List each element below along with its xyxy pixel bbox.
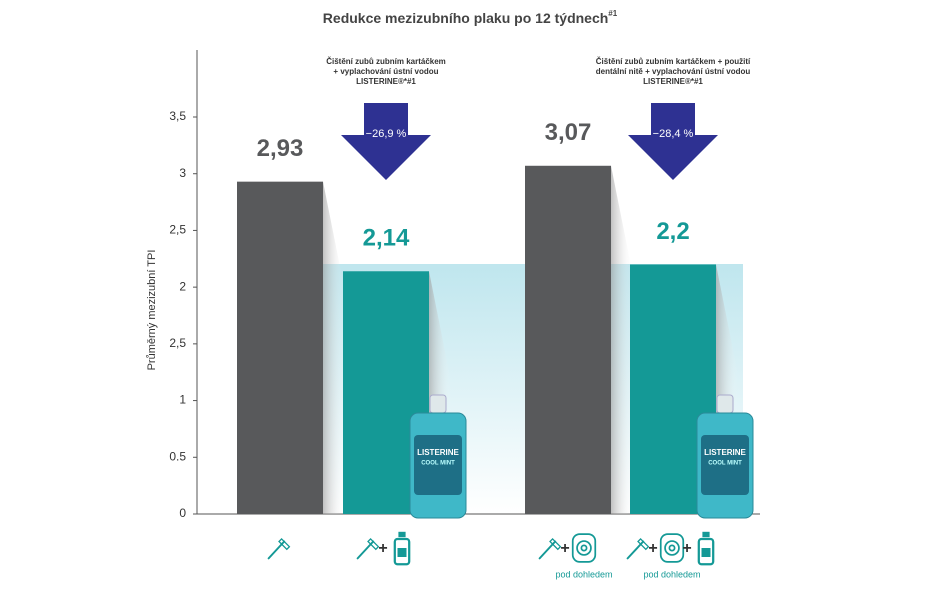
annotation-text: LISTERINE®*#1 — [356, 77, 416, 86]
bottle-variant: COOL MINT — [708, 461, 742, 467]
plus-sign: + — [560, 540, 569, 557]
category-icon — [659, 533, 685, 563]
y-tick-label: 2,5 — [169, 223, 186, 237]
bar-shadow — [323, 181, 345, 514]
bottle-brand: LISTERINE — [417, 448, 459, 457]
category-icon — [697, 530, 715, 566]
y-tick-label: 2 — [179, 279, 186, 293]
bottle-cap — [429, 394, 447, 414]
bar-shadow — [611, 165, 633, 514]
bottle-cap — [716, 394, 734, 414]
category-icon — [571, 533, 597, 563]
data-label: 3,07 — [545, 119, 592, 146]
bottle-brand: LISTERINE — [704, 448, 746, 457]
y-tick-label: 0.5 — [169, 449, 186, 463]
category-note: pod dohledem — [555, 569, 612, 579]
bar — [237, 181, 323, 514]
plus-sign: + — [648, 540, 657, 557]
category-icon — [267, 537, 291, 560]
annotation-text: Čištění zubů zubním kartáčkem — [326, 57, 446, 66]
annotation-text: + vyplachování ústní vodou — [333, 67, 438, 76]
arrow-label: −26,9 % — [366, 128, 407, 140]
plus-sign: + — [682, 540, 691, 557]
category-icon — [538, 537, 562, 560]
bottle-variant: COOL MINT — [421, 461, 455, 467]
y-tick-label: 3,5 — [169, 109, 186, 123]
arrow — [628, 103, 718, 180]
plus-sign: + — [378, 540, 387, 557]
arrow-label: −28,4 % — [653, 128, 694, 140]
category-icon — [626, 537, 650, 560]
y-tick-label: 1 — [179, 393, 186, 407]
category-note: pod dohledem — [643, 569, 700, 579]
bottle-label — [701, 435, 749, 495]
chart-title: Redukce mezizubního plaku po 12 týdnech#… — [323, 9, 618, 26]
annotation-text: LISTERINE®*#1 — [643, 77, 703, 86]
category-icon — [356, 537, 380, 560]
y-tick-label: 2,5 — [169, 336, 186, 350]
y-axis-label: Průměrný mezizubní TPI — [146, 250, 158, 371]
bar — [525, 165, 611, 514]
data-label: 2,93 — [257, 135, 304, 162]
data-label: 2,2 — [656, 218, 689, 245]
annotation-text: Čištění zubů zubním kartáčkem + použití — [596, 57, 751, 66]
bottle-label — [414, 435, 462, 495]
y-tick-label: 0 — [179, 506, 186, 520]
arrow — [341, 103, 431, 180]
product-bottle: LISTERINE COOL MINT — [409, 394, 467, 519]
category-icon — [393, 530, 411, 566]
product-bottle: LISTERINE COOL MINT — [696, 394, 754, 519]
annotation-text: dentální nitě + vyplachování ústní vodou — [596, 67, 751, 76]
y-tick-label: 3 — [179, 166, 186, 180]
data-label: 2,14 — [363, 225, 410, 252]
